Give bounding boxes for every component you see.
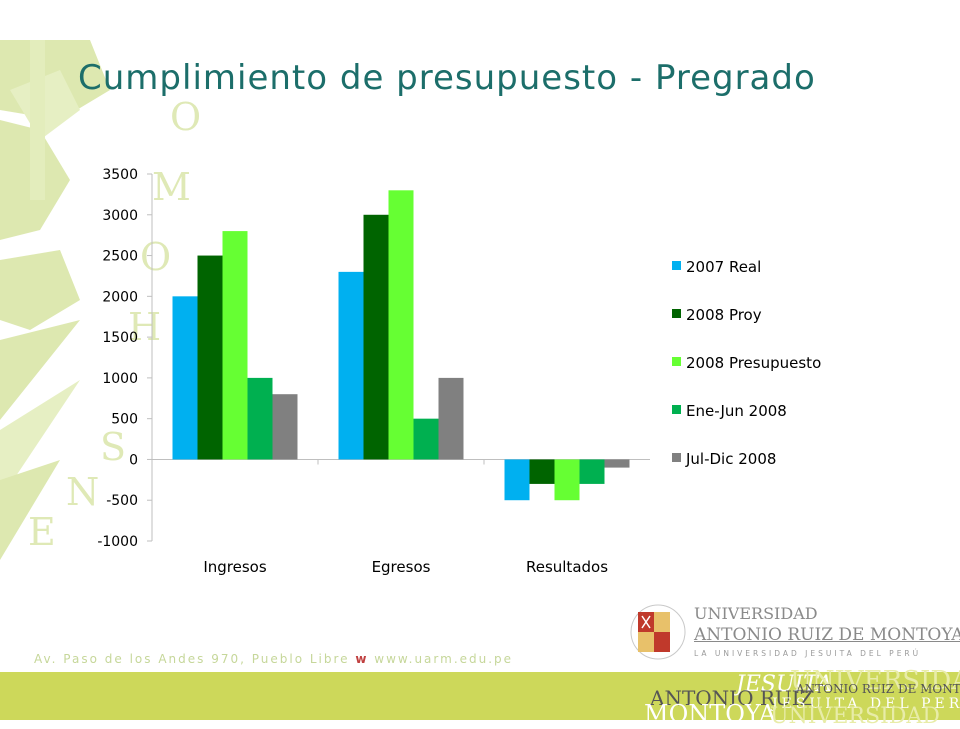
y-tick-label: 1500 xyxy=(102,330,138,346)
footer-address: Av. Paso de los Andes 970, Pueblo Libre … xyxy=(34,652,513,666)
logo-line-3: LA UNIVERSIDAD JESUITA DEL PERÚ xyxy=(694,649,922,658)
logo-line-1: UNIVERSIDAD xyxy=(694,604,818,623)
bar-jul-dic-2008-resultados xyxy=(604,459,630,468)
y-tick-label: 2000 xyxy=(102,289,138,305)
y-tick-label: 2500 xyxy=(102,249,138,265)
footer-w-mark: w xyxy=(355,652,369,666)
background-letter-s: S xyxy=(100,425,126,469)
bar-jul-dic-2008-ingresos xyxy=(272,394,298,460)
legend-swatch xyxy=(672,357,681,366)
page-title: Cumplimiento de presupuesto - Pregrado xyxy=(78,58,816,98)
footer-address-text: Av. Paso de los Andes 970, Pueblo Libre xyxy=(34,652,350,666)
bar-2008-proy-egresos xyxy=(363,214,389,460)
y-tick-label: 3000 xyxy=(102,208,138,224)
bar-ene-jun-2008-resultados xyxy=(579,459,605,484)
band-word-jesuita: JESUITA xyxy=(736,672,833,697)
bar-2007-real-egresos xyxy=(338,271,364,460)
university-logo xyxy=(630,604,686,660)
y-tick-label: -500 xyxy=(106,493,138,509)
legend-swatch xyxy=(672,309,681,318)
bar-2007-real-ingresos xyxy=(172,296,198,460)
band-word-universidad-2: UNIVERSIDAD xyxy=(770,704,940,729)
x-category-label: Egresos xyxy=(372,558,431,576)
legend-swatch xyxy=(672,261,681,270)
y-tick-label: 3500 xyxy=(102,167,138,183)
bar-2008-presupuesto-resultados xyxy=(554,459,580,501)
y-tick-label: -1000 xyxy=(97,534,138,550)
x-category-label: Resultados xyxy=(526,558,608,576)
bar-2008-proy-ingresos xyxy=(197,255,223,460)
legend-label: Ene-Jun 2008 xyxy=(686,402,787,420)
legend-label: 2008 Proy xyxy=(686,306,762,324)
bar-ene-jun-2008-ingresos xyxy=(247,377,273,460)
background-letter-n: N xyxy=(66,470,99,514)
logo-line-2: ANTONIO RUIZ DE MONTOYA xyxy=(694,625,960,645)
background-letter-e: E xyxy=(28,510,56,554)
background-letter-o: O xyxy=(170,95,201,139)
band-word-universidad: UNIVERSIDAD xyxy=(790,666,960,696)
background-letter-o2: O xyxy=(140,235,171,279)
legend-label: Jul-Dic 2008 xyxy=(685,450,776,468)
bar-2008-proy-resultados xyxy=(529,459,555,484)
band-word-montoya: MONTOYA xyxy=(644,700,777,728)
background-letter-h: H xyxy=(128,305,161,349)
band-word-jesuita-peru: JESUITA DEL PERÚ xyxy=(772,696,960,712)
y-tick-label: 1000 xyxy=(102,371,138,387)
x-category-label: Ingresos xyxy=(203,558,267,576)
legend-label: 2008 Presupuesto xyxy=(686,354,821,372)
bar-ene-jun-2008-egresos xyxy=(413,418,439,460)
y-tick-label: 500 xyxy=(111,412,138,428)
bar-jul-dic-2008-egresos xyxy=(438,377,464,460)
footer-url[interactable]: www.uarm.edu.pe xyxy=(374,652,514,666)
y-tick-label: 0 xyxy=(129,452,138,468)
legend-swatch xyxy=(672,453,681,462)
university-seal-icon xyxy=(630,604,686,660)
band-word-antonio-montoya: ANTONIO RUIZ DE MONTOYA xyxy=(796,682,960,696)
bar-2008-presupuesto-egresos xyxy=(388,190,414,460)
bar-2007-real-resultados xyxy=(504,459,530,501)
legend-label: 2007 Real xyxy=(686,258,761,276)
legend-swatch xyxy=(672,405,681,414)
background-letter-m: M xyxy=(152,165,191,209)
bar-2008-presupuesto-ingresos xyxy=(222,231,248,460)
footer-band xyxy=(0,672,960,720)
band-word-antonio-ruiz: ANTONIO RUIZ xyxy=(650,686,814,710)
